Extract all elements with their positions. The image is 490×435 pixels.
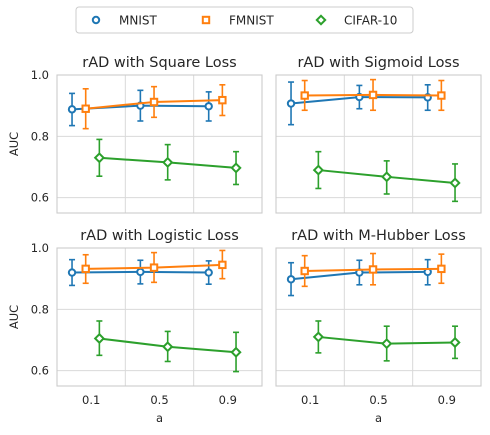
panel-title: rAD with M-Hubber Loss xyxy=(291,228,466,244)
x-tick-label: 0.1 xyxy=(82,393,100,407)
series-cifar-10 xyxy=(312,150,461,203)
y-tick-label: 0.8 xyxy=(31,129,49,143)
data-point xyxy=(218,260,227,270)
data-point xyxy=(81,104,90,113)
series-fmnist xyxy=(81,249,227,285)
y-axis-label: AUC xyxy=(7,132,21,156)
data-point xyxy=(368,90,378,100)
x-tick-label: 0.9 xyxy=(438,393,456,407)
data-point xyxy=(286,275,296,284)
x-tick-label: 0.5 xyxy=(150,393,168,407)
data-point xyxy=(286,99,296,108)
y-tick-label: 0.8 xyxy=(31,302,49,316)
panel-title: rAD with Sigmoid Loss xyxy=(297,55,459,71)
series-fmnist xyxy=(300,78,446,112)
data-point xyxy=(381,171,393,183)
data-point xyxy=(93,152,105,164)
y-tick-label: 1.0 xyxy=(31,68,49,82)
plot-frame xyxy=(56,74,263,214)
data-point xyxy=(368,265,378,274)
plot-frame xyxy=(275,247,482,387)
legend-frame xyxy=(75,6,414,34)
series-cifar-10 xyxy=(93,320,242,373)
data-point xyxy=(162,341,174,353)
data-point xyxy=(93,332,105,345)
plot-frame xyxy=(56,247,263,387)
series-fmnist xyxy=(81,84,227,130)
chart-panel: rAD with Square Loss 0.6 0.8 1.0 AUC xyxy=(7,55,263,214)
legend-label: MNIST xyxy=(119,14,157,28)
y-axis-label: AUC xyxy=(7,305,21,329)
y-tick-label: 0.6 xyxy=(31,364,49,378)
data-point xyxy=(437,91,446,100)
legend-marker-diamond xyxy=(315,14,327,26)
data-point xyxy=(449,336,461,349)
x-tick-label: 0.9 xyxy=(219,393,237,407)
series-mnist xyxy=(67,258,213,287)
data-point xyxy=(312,164,324,176)
x-tick-label: 0.1 xyxy=(301,393,319,407)
data-point xyxy=(300,91,309,100)
data-point xyxy=(136,267,145,277)
data-point xyxy=(204,268,213,277)
data-point xyxy=(204,102,213,111)
y-tick-label: 0.6 xyxy=(31,191,49,205)
series-mnist xyxy=(286,81,432,126)
series-fmnist xyxy=(300,252,446,288)
data-point xyxy=(149,97,159,107)
chart-panel: rAD with M-Hubber Loss 0.1 0.5 0.9 a xyxy=(275,228,482,425)
chart-panel: rAD with Logistic Loss 0.6 0.8 1.0 AUC 0.1 0.5… xyxy=(7,228,263,425)
data-point xyxy=(67,268,77,277)
panel-title: rAD with Logistic Loss xyxy=(80,228,239,244)
legend: MNIST FMNIST CIFAR-10 xyxy=(75,6,414,34)
x-axis-label: a xyxy=(156,411,163,425)
data-point xyxy=(437,264,446,274)
panel-title: rAD with Square Loss xyxy=(82,55,237,71)
plot-frame xyxy=(275,74,482,214)
series-mnist xyxy=(286,258,432,297)
x-axis-label: a xyxy=(375,411,382,425)
chart-panel: rAD with Sigmoid Loss xyxy=(275,55,482,214)
data-point xyxy=(218,95,227,105)
data-point xyxy=(67,105,77,114)
y-tick-label: 1.0 xyxy=(31,241,49,255)
series-cifar-10 xyxy=(312,320,461,362)
data-point xyxy=(230,346,242,358)
series-cifar-10 xyxy=(93,138,242,186)
legend-marker-square xyxy=(201,15,211,25)
data-point xyxy=(449,177,461,189)
data-point xyxy=(381,338,393,350)
data-point xyxy=(230,162,242,174)
data-point xyxy=(300,266,309,276)
data-point xyxy=(149,263,159,272)
data-point xyxy=(312,331,324,343)
data-point xyxy=(162,156,174,169)
x-tick-label: 0.5 xyxy=(369,393,387,407)
legend-label: CIFAR-10 xyxy=(344,14,397,28)
legend-marker-circle xyxy=(91,15,101,25)
data-point xyxy=(81,264,90,274)
legend-label: FMNIST xyxy=(229,14,274,28)
